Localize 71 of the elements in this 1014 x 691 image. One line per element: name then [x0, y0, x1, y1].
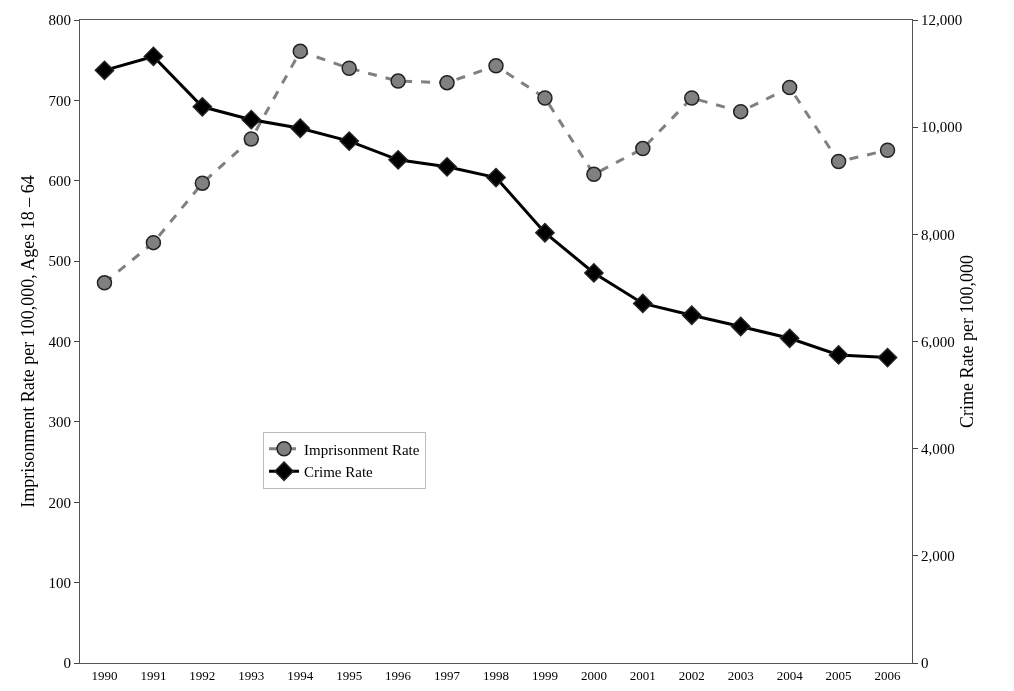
point	[830, 153, 847, 170]
x-tick-label: 1993	[238, 667, 265, 683]
y2-tick-label: 6,000	[921, 333, 955, 350]
y2-tick-label: 4,000	[921, 440, 955, 457]
point	[437, 156, 457, 177]
x-tick-label: 2000	[580, 667, 607, 683]
point	[486, 167, 506, 188]
point	[94, 60, 115, 81]
y2-axis-title: Crime Rate per 100,000	[956, 255, 977, 428]
point	[96, 275, 113, 291]
legend-label: Imprisonment Rate	[304, 441, 420, 458]
y2-tick-label: 12,000	[921, 12, 963, 29]
point	[877, 347, 898, 368]
x-tick-label: 1999	[531, 667, 558, 683]
x-tick-label: 1994	[287, 667, 314, 683]
y-tick-label: 400	[48, 333, 71, 350]
y2-tick-label: 0	[921, 655, 929, 672]
point	[828, 345, 849, 365]
point	[390, 73, 406, 89]
y-tick-label: 500	[48, 253, 71, 270]
point	[781, 79, 798, 96]
point	[879, 142, 896, 158]
y-tick-label: 300	[48, 414, 71, 431]
x-tick-label: 1996	[385, 667, 412, 683]
point	[635, 140, 651, 157]
point	[439, 74, 455, 91]
point	[584, 263, 604, 283]
point	[535, 222, 555, 243]
legend-label: Crime Rate	[304, 464, 374, 481]
y2-tick-label: 8,000	[921, 226, 955, 243]
point	[632, 293, 653, 314]
point	[779, 328, 800, 349]
y2-tick-label: 2,000	[921, 548, 955, 565]
y-tick-label: 100	[48, 574, 71, 591]
point	[388, 150, 408, 170]
point	[732, 103, 749, 120]
x-tick-label: 2006	[874, 667, 902, 683]
point	[681, 305, 702, 326]
point	[537, 90, 553, 106]
point	[341, 60, 357, 76]
x-tick-label: 2003	[727, 667, 754, 683]
point	[488, 58, 504, 74]
y-tick-label: 200	[48, 494, 71, 511]
y-tick-label: 700	[48, 92, 71, 109]
point	[730, 316, 751, 337]
y2-tick-label: 10,000	[921, 119, 963, 136]
x-tick-label: 2001	[629, 667, 656, 683]
y-axis-title: Imprisonment Rate per 100,000, Ages 18 – 64	[18, 175, 38, 508]
x-tick-label: 1997	[434, 667, 461, 683]
point	[143, 46, 164, 67]
x-tick-label: 2002	[678, 667, 705, 683]
point	[292, 43, 308, 60]
y-tick-label: 600	[48, 173, 71, 189]
x-tick-label: 2005	[825, 667, 852, 683]
y-tick-label: 0	[63, 655, 71, 672]
point	[194, 175, 211, 191]
point	[192, 96, 213, 117]
x-tick-label: 1998	[483, 667, 509, 683]
point	[241, 109, 262, 130]
point	[243, 131, 260, 147]
point	[145, 234, 162, 251]
x-tick-label: 1991	[140, 667, 167, 683]
point	[684, 90, 700, 106]
x-tick-label: 1992	[189, 667, 216, 683]
x-tick-label: 1990	[91, 667, 118, 683]
x-tick-label: 1995	[336, 667, 363, 683]
y-tick-label: 800	[48, 12, 71, 29]
point	[339, 131, 360, 151]
x-tick-label: 2004	[776, 667, 804, 683]
point	[586, 166, 602, 183]
point	[290, 118, 311, 139]
